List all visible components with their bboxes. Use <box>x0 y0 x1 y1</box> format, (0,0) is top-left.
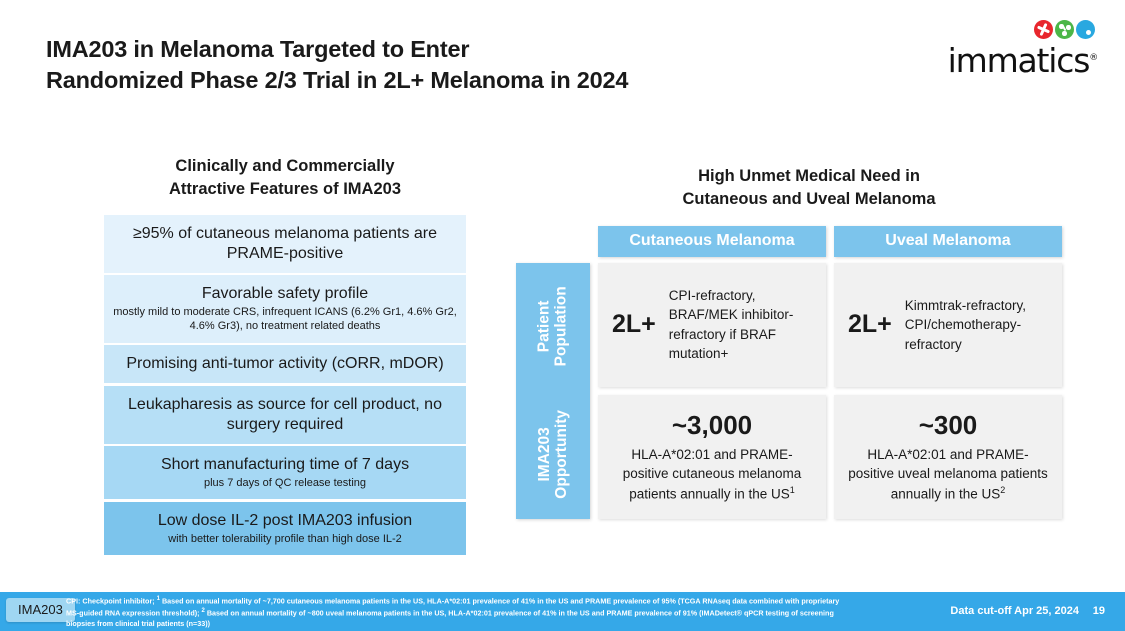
cell-line-label: 2L+ <box>848 310 892 339</box>
cell-description: HLA-A*02:01 and PRAME-positive uveal mel… <box>848 445 1048 504</box>
logo-dot-green-icon <box>1055 20 1074 39</box>
logo-wordmark: immatics® <box>947 41 1099 80</box>
cell-description-text: HLA-A*02:01 and PRAME-positive cutaneous… <box>622 446 802 502</box>
feature-box: Leukapharesis as source for cell product… <box>104 385 466 444</box>
row-label-ima203-opportunity: IMA203 Opportunity <box>516 391 590 519</box>
footnote-line1-sup: 1 <box>156 596 160 602</box>
cell-description: Kimmtrak-refractory, CPI/chemotherapy-re… <box>904 297 1027 352</box>
matrix-row-patient-population: 2L+ CPI-refractory, BRAF/MEK inhibitor-r… <box>598 262 1062 387</box>
feature-box: ≥95% of cutaneous melanoma patients are … <box>104 214 466 273</box>
cell-population-uveal: 2L+ Kimmtrak-refractory, CPI/chemotherap… <box>834 262 1062 387</box>
footnote-line2-sup: 2 <box>201 607 205 614</box>
matrix-column-headers: Cutaneous Melanoma Uveal Melanoma <box>598 225 1062 257</box>
feature-box: Short manufacturing time of 7 days plus … <box>104 446 466 500</box>
footnote-line1-b: Based on annual mortality of ~7,700 cuta… <box>159 596 840 606</box>
cell-patient-count: ~300 <box>918 409 978 440</box>
melanoma-matrix: Cutaneous Melanoma Uveal Melanoma Patien… <box>516 225 1062 519</box>
row-label-line1: IMA203 <box>535 427 553 482</box>
feature-main-text: Promising anti-tumor activity (cORR, mDO… <box>126 355 444 372</box>
feature-main-text: Short manufacturing time of 7 days <box>160 456 410 473</box>
page-title-line2: Randomized Phase 2/3 Trial in 2L+ Melano… <box>46 67 629 94</box>
footnote-line1-a: CPI: Checkpoint inhibitor; <box>66 596 157 606</box>
footnote-line2-a: MS-guided RNA expression threshold); <box>66 607 202 617</box>
row-label-patient-population: Patient Population <box>516 263 590 391</box>
cell-population-cutaneous: 2L+ CPI-refractory, BRAF/MEK inhibitor-r… <box>598 262 826 387</box>
feature-main-text: Favorable safety profile <box>201 285 369 303</box>
page-title-line1: IMA203 in Melanoma Targeted to Enter <box>46 36 470 62</box>
page-number: 19 <box>1092 605 1105 617</box>
footnotes: CPI: Checkpoint inhibitor; 1 Based on an… <box>66 595 856 629</box>
cell-opportunity-cutaneous: ~3,000 HLA-A*02:01 and PRAME-positive cu… <box>598 394 826 519</box>
matrix-cells: 2L+ CPI-refractory, BRAF/MEK inhibitor-r… <box>598 262 1062 519</box>
feature-main-text: Low dose IL-2 post IMA203 infusion <box>157 511 413 529</box>
feature-sub-text: mostly mild to moderate CRS, infrequent … <box>113 306 457 333</box>
matrix-row-labels: Patient Population IMA203 Opportunity <box>516 262 590 519</box>
immatics-logo: immatics® <box>948 20 1098 80</box>
feature-main-text: ≥95% of cutaneous melanoma patients are … <box>132 224 438 262</box>
unmet-need-heading: High Unmet Medical Need in Cutaneous and… <box>516 165 1062 212</box>
cell-description: CPI-refractory, BRAF/MEK inhibitor-refra… <box>668 287 794 362</box>
unmet-need-heading-line2: Cutaneous and Uveal Melanoma <box>682 190 936 209</box>
ima203-badge: IMA203 <box>6 598 75 622</box>
logo-wordmark-text: immatics <box>947 41 1091 80</box>
feature-box: Favorable safety profile mostly mild to … <box>104 275 466 343</box>
footnote-marker: 1 <box>789 484 795 495</box>
cell-line-label: 2L+ <box>612 310 656 339</box>
logo-dot-blue-icon <box>1076 20 1095 39</box>
footer-bar: IMA203 CPI: Checkpoint inhibitor; 1 Base… <box>0 592 1125 631</box>
row-label-line2: Opportunity <box>553 410 570 500</box>
column-header-cutaneous: Cutaneous Melanoma <box>598 225 826 257</box>
features-heading-line2: Attractive Features of IMA203 <box>169 180 401 199</box>
features-heading: Clinically and Commercially Attractive F… <box>104 155 466 202</box>
logo-dots <box>1034 20 1095 39</box>
feature-sub-text: plus 7 days of QC release testing <box>203 477 367 489</box>
features-heading-line1: Clinically and Commercially <box>175 157 395 175</box>
feature-box: Promising anti-tumor activity (cORR, mDO… <box>104 345 466 383</box>
matrix-body: Patient Population IMA203 Opportunity 2L… <box>516 262 1062 519</box>
column-header-uveal: Uveal Melanoma <box>834 225 1062 257</box>
logo-registered-mark: ® <box>1089 53 1098 63</box>
unmet-need-panel: High Unmet Medical Need in Cutaneous and… <box>516 165 1062 519</box>
data-cutoff-label: Data cut-off Apr 25, 2024 <box>950 605 1079 617</box>
cell-patient-count: ~3,000 <box>671 409 753 440</box>
footnote-line3: biopsies from clinical trial patients (n… <box>66 619 210 629</box>
cell-description-text: HLA-A*02:01 and PRAME-positive uveal mel… <box>848 446 1048 502</box>
row-label-line1: Patient <box>535 301 553 353</box>
footnote-line2-b: Based on annual mortality of ~800 uveal … <box>204 607 834 617</box>
footnote-line1: CPI: Checkpoint inhibitor; 1 Based on an… <box>66 595 856 607</box>
features-panel: Clinically and Commercially Attractive F… <box>104 155 466 557</box>
feature-box: Low dose IL-2 post IMA203 infusion with … <box>104 501 466 555</box>
feature-sub-text: with better tolerability profile than hi… <box>168 532 402 545</box>
matrix-row-ima203-opportunity: ~3,000 HLA-A*02:01 and PRAME-positive cu… <box>598 394 1062 519</box>
cell-opportunity-uveal: ~300 HLA-A*02:01 and PRAME-positive uvea… <box>834 394 1062 519</box>
footnote-line2: MS-guided RNA expression threshold); 2 B… <box>66 607 856 619</box>
logo-dot-red-icon <box>1034 20 1053 39</box>
feature-main-text: Leukapharesis as source for cell product… <box>128 395 442 433</box>
unmet-need-heading-line1: High Unmet Medical Need in <box>698 167 920 185</box>
row-label-line2: Population <box>553 286 571 367</box>
cell-description: HLA-A*02:01 and PRAME-positive cutaneous… <box>612 445 812 504</box>
footnote-marker: 2 <box>1000 484 1006 495</box>
page-title: IMA203 in Melanoma Targeted to Enter Ran… <box>46 34 746 97</box>
